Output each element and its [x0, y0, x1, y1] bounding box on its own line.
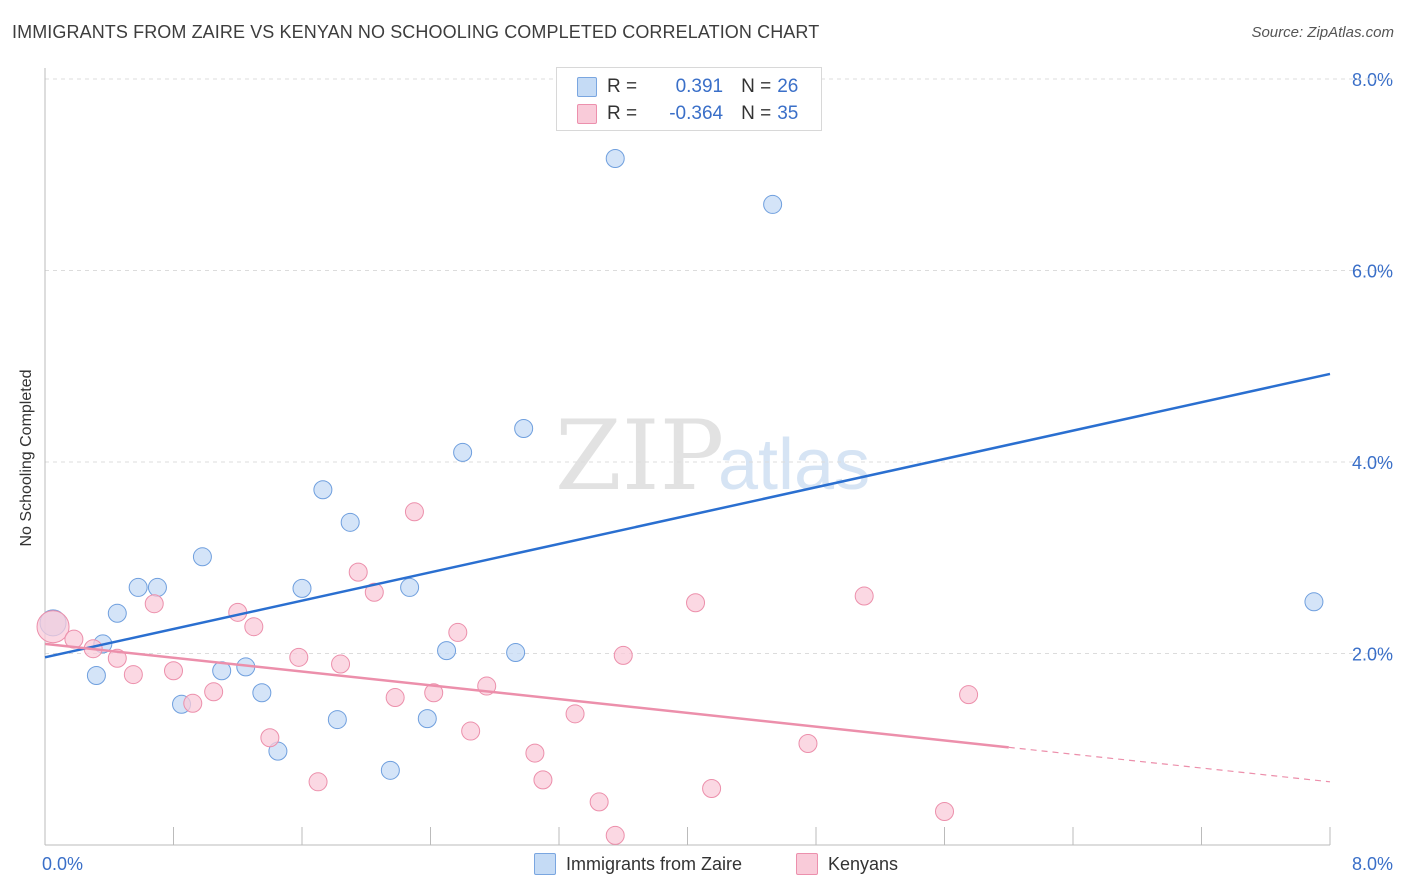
legend-swatch-zaire	[534, 853, 556, 875]
n-value: 35	[777, 103, 799, 124]
data-point-kenyans	[183, 693, 203, 713]
x-tick-label: 8.0%	[1352, 854, 1393, 874]
data-point-kenyans	[404, 502, 424, 522]
data-point-kenyans	[565, 704, 585, 724]
data-point-zaire	[327, 710, 347, 730]
r-value: -0.364	[669, 103, 724, 124]
data-point-kenyans	[204, 682, 224, 702]
data-point-zaire	[1304, 592, 1324, 612]
y-tick-label: 2.0%	[1352, 645, 1393, 665]
data-point-zaire	[514, 418, 534, 438]
data-point-kenyans	[461, 721, 481, 741]
data-point-kenyans	[331, 654, 351, 674]
y-tick-label: 8.0%	[1352, 70, 1393, 90]
y-tick-label: 4.0%	[1352, 453, 1393, 473]
r-value: 0.391	[675, 76, 724, 97]
legend-swatch-zaire	[577, 77, 597, 97]
legend-row-zaire: R = 0.391 N = 26	[577, 75, 798, 99]
data-point-zaire	[506, 643, 526, 663]
data-point-zaire	[252, 683, 272, 703]
r-label: R =	[607, 103, 638, 124]
y-tick-label: 6.0%	[1352, 262, 1393, 282]
legend-swatch-kenyans	[796, 853, 818, 875]
n-label: N =	[741, 76, 772, 97]
data-point-kenyans	[589, 792, 609, 812]
data-point-zaire	[453, 442, 473, 462]
data-point-kenyans	[164, 661, 183, 681]
data-point-kenyans	[385, 688, 405, 708]
data-point-zaire	[417, 709, 437, 729]
data-point-zaire	[605, 148, 625, 168]
data-point-zaire	[86, 666, 106, 686]
legend-item-kenyans: Kenyans	[796, 853, 898, 875]
watermark-zip: ZIP	[555, 400, 724, 512]
data-point-kenyans	[36, 610, 70, 644]
data-point-kenyans	[289, 647, 309, 667]
legend-label-zaire: Immigrants from Zaire	[566, 853, 743, 874]
r-label: R =	[607, 76, 638, 97]
data-point-kenyans	[308, 772, 328, 792]
data-point-kenyans	[123, 665, 143, 685]
data-point-zaire	[313, 480, 333, 500]
chart-title: IMMIGRANTS FROM ZAIRE VS KENYAN NO SCHOO…	[12, 22, 820, 42]
legend-swatch-kenyans	[577, 104, 597, 124]
data-point-zaire	[340, 512, 360, 532]
data-point-zaire	[437, 641, 457, 661]
n-label: N =	[741, 103, 772, 124]
series-legend: Immigrants from Zaire Kenyans	[0, 851, 1406, 879]
data-point-zaire	[147, 577, 167, 597]
data-point-kenyans	[798, 734, 818, 754]
data-point-kenyans	[959, 685, 979, 705]
legend-item-zaire: Immigrants from Zaire	[534, 853, 742, 875]
legend-row-kenyans: R = -0.364 N = 35	[577, 102, 798, 126]
data-point-kenyans	[244, 617, 264, 637]
data-point-kenyans	[144, 594, 164, 614]
data-point-kenyans	[686, 593, 706, 613]
data-point-kenyans	[605, 825, 625, 845]
correlation-legend: R = 0.391 N = 26 R = -0.364 N = 35	[556, 67, 822, 131]
data-point-kenyans	[702, 779, 722, 799]
n-value: 26	[777, 76, 799, 97]
data-point-kenyans	[260, 728, 280, 748]
trend-line-kenyans-dashed	[1008, 746, 1331, 783]
data-point-zaire	[400, 577, 420, 597]
x-tick-label: 0.0%	[42, 854, 83, 874]
data-point-zaire	[380, 760, 400, 780]
data-point-kenyans	[854, 586, 874, 606]
trend-line-kenyans	[44, 642, 1009, 749]
legend-label-kenyans: Kenyans	[828, 853, 899, 874]
data-point-zaire	[763, 194, 783, 214]
data-point-kenyans	[935, 801, 954, 821]
trend-line-zaire	[44, 372, 1331, 659]
data-point-kenyans	[364, 582, 384, 602]
data-point-kenyans	[533, 770, 553, 790]
data-point-kenyans	[424, 683, 444, 703]
data-point-kenyans	[525, 743, 545, 763]
data-point-kenyans	[613, 645, 633, 665]
data-point-zaire	[192, 547, 212, 567]
data-point-kenyans	[348, 562, 368, 582]
data-point-kenyans	[448, 622, 468, 642]
source-label: Source: ZipAtlas.com	[1251, 24, 1394, 41]
data-point-zaire	[128, 577, 148, 597]
data-point-kenyans	[107, 648, 127, 668]
data-point-zaire	[107, 603, 127, 623]
data-point-zaire	[292, 578, 312, 598]
